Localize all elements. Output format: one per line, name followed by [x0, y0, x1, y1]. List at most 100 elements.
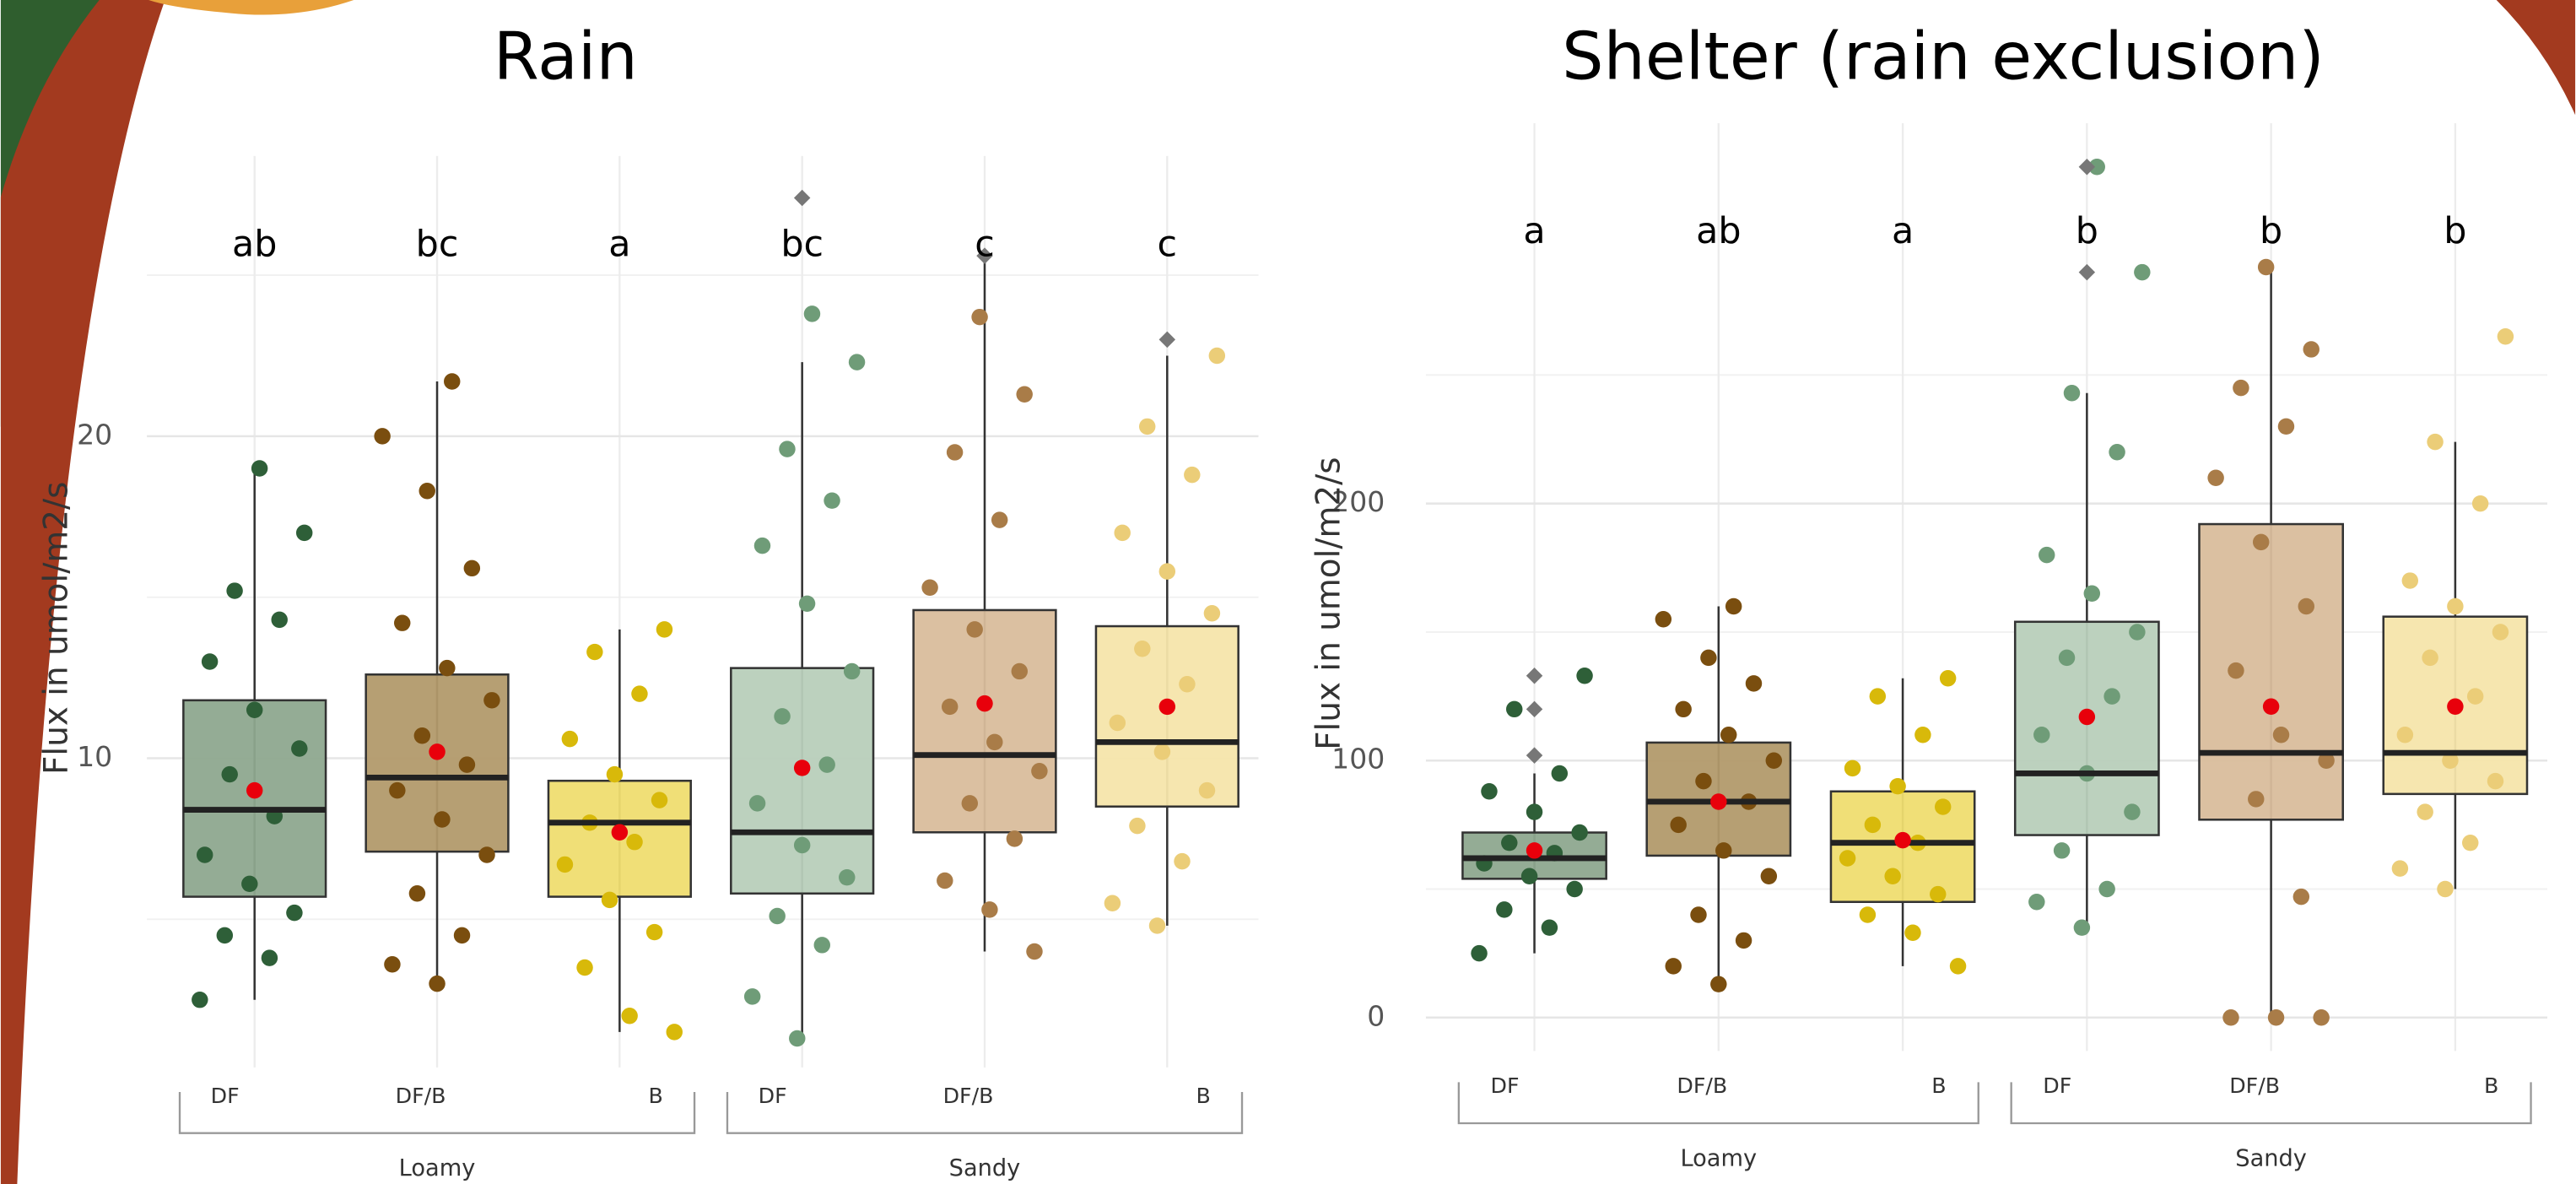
- data-point: [1114, 525, 1130, 541]
- data-point: [2033, 727, 2049, 743]
- data-point: [799, 596, 815, 612]
- data-point: [557, 857, 573, 873]
- data-point: [744, 988, 760, 1004]
- box: [914, 610, 1056, 832]
- slide: Rain1020Flux in umol/m2/sabDFbcDF/BaBbcD…: [0, 0, 2576, 1184]
- data-point: [607, 766, 623, 782]
- data-point: [818, 756, 834, 772]
- data-point: [2437, 881, 2453, 897]
- data-point: [962, 795, 978, 811]
- data-point: [1481, 783, 1497, 799]
- data-point: [774, 708, 790, 724]
- data-point: [419, 483, 435, 499]
- data-point: [389, 782, 405, 798]
- x-tick-label: B: [1931, 1073, 1946, 1098]
- data-point: [2064, 385, 2080, 401]
- data-point: [1526, 803, 1542, 819]
- data-point: [197, 846, 213, 862]
- data-point: [1016, 387, 1032, 403]
- mean: [429, 743, 445, 760]
- data-point: [444, 373, 460, 389]
- data-point: [824, 492, 840, 508]
- x-tick-label: B: [648, 1084, 662, 1108]
- data-point: [626, 834, 642, 850]
- data-point: [2422, 650, 2438, 666]
- group-label: Loamy: [399, 1155, 476, 1181]
- data-point: [1746, 675, 1762, 691]
- y-axis-label: Flux in umol/m2/s: [38, 482, 76, 775]
- data-point: [2207, 469, 2223, 485]
- data-point: [779, 441, 795, 457]
- significance-letter: bc: [416, 223, 459, 265]
- data-point: [2129, 624, 2145, 640]
- data-point: [459, 756, 475, 772]
- group-label: Loamy: [1680, 1145, 1757, 1171]
- significance-letter: b: [2260, 210, 2282, 252]
- data-point: [1184, 467, 1200, 483]
- data-point: [2462, 835, 2478, 851]
- x-tick-label: B: [2484, 1073, 2498, 1098]
- significance-letter: c: [975, 223, 995, 265]
- data-point: [1940, 670, 1956, 686]
- data-point: [1552, 765, 1568, 781]
- data-point: [2039, 547, 2055, 563]
- data-point: [1471, 945, 1487, 961]
- page: Rain1020Flux in umol/m2/sabDFbcDF/BaBbcD…: [0, 0, 2576, 1184]
- data-point: [971, 309, 987, 325]
- significance-letter: a: [1523, 210, 1545, 252]
- data-point: [2134, 264, 2150, 280]
- data-point: [1149, 917, 1165, 933]
- data-point: [1870, 688, 1886, 704]
- mean: [794, 760, 810, 776]
- data-point: [478, 846, 494, 862]
- data-point: [1139, 419, 1155, 435]
- data-point: [2098, 881, 2114, 897]
- mean: [2079, 709, 2095, 725]
- data-point: [1521, 868, 1537, 884]
- chart-title: Shelter (rain exclusion): [1562, 19, 2325, 95]
- data-point: [454, 927, 470, 943]
- data-point: [1129, 818, 1145, 834]
- data-point: [2392, 860, 2408, 876]
- mean: [1526, 842, 1542, 858]
- data-point: [2258, 259, 2274, 275]
- data-point: [221, 766, 237, 782]
- data-point: [656, 621, 672, 637]
- y-tick-label: 20: [77, 418, 112, 451]
- data-point: [839, 869, 855, 885]
- data-point: [217, 927, 233, 943]
- data-point: [414, 727, 430, 743]
- data-point: [981, 901, 997, 917]
- data-point: [429, 976, 445, 992]
- significance-letter: c: [1158, 223, 1178, 265]
- data-point: [937, 873, 953, 889]
- data-point: [2303, 341, 2319, 357]
- data-point: [651, 792, 667, 808]
- data-point: [192, 992, 208, 1008]
- data-point: [1725, 598, 1742, 614]
- mean: [2447, 699, 2463, 715]
- data-point: [2397, 727, 2413, 743]
- data-point: [394, 614, 410, 630]
- data-point: [2402, 572, 2418, 588]
- data-point: [921, 580, 937, 596]
- background: [1, 0, 2575, 1184]
- data-point: [1542, 919, 1558, 935]
- data-point: [409, 885, 425, 901]
- mean: [1710, 793, 1726, 809]
- x-tick-label: DF/B: [2229, 1073, 2280, 1098]
- data-point: [2467, 688, 2483, 704]
- data-point: [1159, 563, 1175, 579]
- y-axis-label: Flux in umol/m2/s: [1310, 457, 1348, 749]
- data-point: [2427, 434, 2443, 450]
- data-point: [434, 811, 450, 827]
- data-point: [2059, 650, 2075, 666]
- data-point: [1179, 676, 1195, 692]
- x-tick-label: DF: [211, 1084, 240, 1108]
- data-point: [1031, 763, 1047, 779]
- data-point: [986, 734, 1002, 750]
- data-point: [814, 937, 830, 953]
- significance-letter: ab: [232, 223, 277, 265]
- data-point: [2228, 662, 2244, 679]
- data-point: [2273, 727, 2289, 743]
